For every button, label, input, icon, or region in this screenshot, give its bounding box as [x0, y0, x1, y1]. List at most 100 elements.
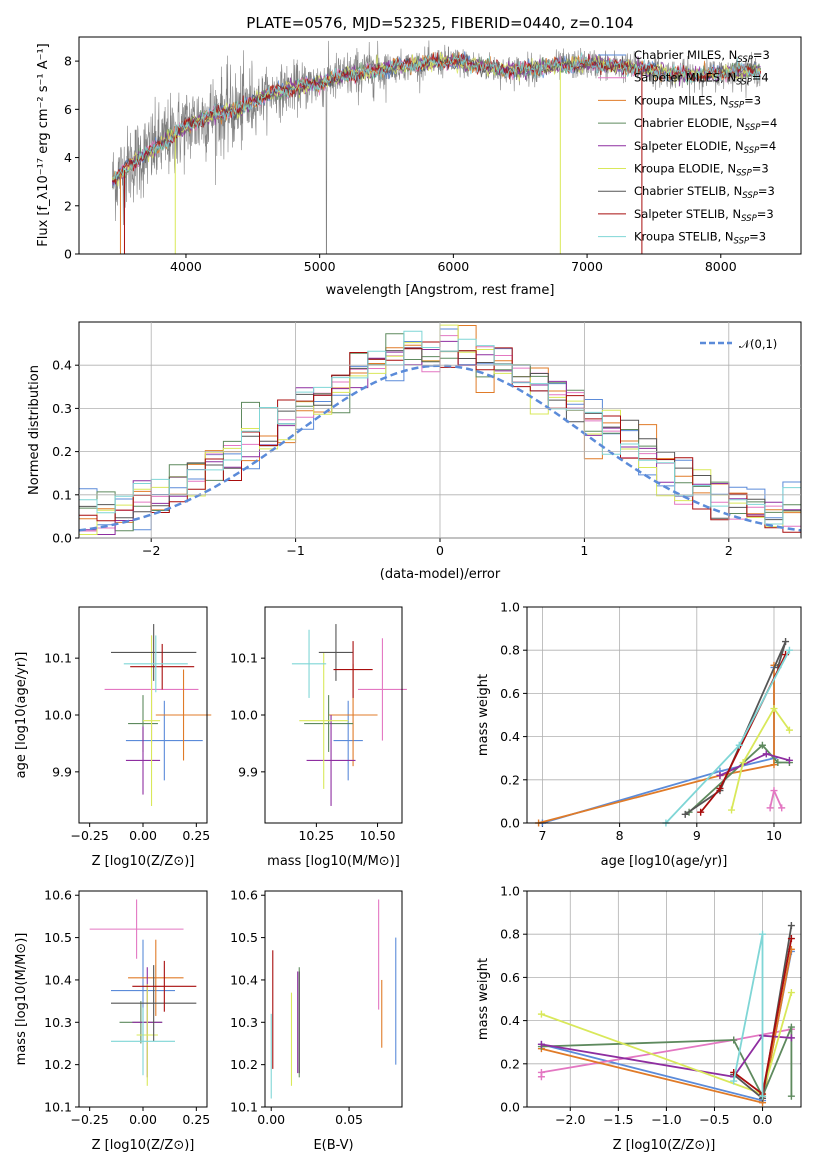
- y-tick-label: 0.4: [500, 729, 520, 744]
- model-spectrum-line: [112, 52, 761, 180]
- panel-frame: [526, 890, 802, 1108]
- y-tick-label: 0.0: [500, 816, 520, 831]
- y-tick-label: 0.6: [500, 686, 520, 701]
- legend-label-subscript: SSP: [744, 146, 760, 156]
- legend-label-subscript: SSP: [741, 214, 757, 224]
- y-tick-label: 10.3: [230, 1015, 258, 1030]
- weight-marker: [785, 646, 793, 654]
- legend-label: Chabrier STELIB, NSSP=3: [634, 184, 775, 201]
- y-tick-label: 0.6: [500, 970, 520, 985]
- x-tick-label: 0.00: [257, 1112, 285, 1127]
- legend-label-subscript: SSP: [737, 55, 753, 65]
- weight-marker: [735, 741, 743, 749]
- y-tick-label: 10.4: [44, 972, 72, 987]
- weight-vs-Z-panel: −2.0 −1.5 −1.0 −0.5 0.0 0.0 0.2 0.4 0.6 0.8 1.0 Z […: [476, 884, 802, 1153]
- legend-label-subscript: SSP: [736, 78, 752, 88]
- weight-marker: [782, 638, 790, 646]
- x-tick-label: 0: [436, 543, 444, 558]
- histogram-ticks: −2 −1 0 1 2 0.0 0.1 0.2 0.3 0.4: [52, 322, 801, 558]
- panel-ylabel: mass weight: [476, 674, 491, 756]
- weight-marker: [787, 1034, 795, 1042]
- legend-label-tail: =4: [759, 139, 776, 153]
- weight-marker: [758, 741, 766, 749]
- x-tick-label: 5000: [304, 259, 336, 274]
- x-tick-label: 0.25: [182, 828, 210, 843]
- x-tick-label: −0.5: [699, 1112, 729, 1127]
- weight-marker: [770, 705, 778, 713]
- y-tick-label: 1.0: [500, 884, 520, 899]
- legend-label-main: Kroupa MILES, N: [634, 93, 729, 107]
- mass-vs-EBV-panel: 0.00 0.05 10.1 10.2 10.3 10.4 10.5 10.6 E(B-V): [230, 888, 403, 1153]
- x-tick-label: 0.05: [335, 1112, 363, 1127]
- histogram-legend: 𝒩(0,1): [700, 337, 777, 351]
- x-tick-label: 8000: [705, 259, 737, 274]
- legend-label-subscript: SSP: [729, 100, 745, 110]
- weight-marker: [537, 1010, 545, 1018]
- y-tick-label: 10.0: [230, 708, 258, 723]
- weight-marker: [537, 1068, 545, 1076]
- legend-label: Salpeter ELODIE, NSSP=4: [634, 139, 776, 156]
- weight-marker: [730, 1036, 738, 1044]
- panel-xlabel: mass [log10(M/M⊙)]: [267, 854, 400, 869]
- x-tick-label: −1.0: [651, 1112, 681, 1127]
- weight-line: [719, 752, 790, 777]
- weight-marker: [787, 935, 795, 943]
- y-tick-label: 1.0: [500, 600, 520, 615]
- legend-label-tail: =3: [744, 93, 761, 107]
- weight-line: [541, 1034, 792, 1078]
- legend-label-tail: =3: [757, 207, 774, 221]
- spectrum-frame: [78, 36, 802, 255]
- legend-label-main: Kroupa STELIB, N: [634, 230, 734, 244]
- x-tick-label: 0.0: [753, 1112, 773, 1127]
- weight-line: [730, 706, 791, 811]
- weight-line: [769, 787, 783, 809]
- y-tick-label: 4: [64, 150, 72, 165]
- y-tick-label: 10.4: [230, 972, 258, 987]
- legend-label: Chabrier MILES, NSSP=3: [634, 48, 770, 65]
- parameter-panels: −0.25 0.00 0.25 9.9 10.0 10.1 Z [log10(Z/Z⊙)] a…: [14, 600, 802, 1153]
- panel-xlabel: E(B-V): [313, 1138, 353, 1153]
- panel-frame: [78, 606, 208, 824]
- x-tick-label: 8: [616, 828, 624, 843]
- histogram-xlabel: (data-model)/error: [380, 567, 501, 582]
- panel-xlabel: Z [log10(Z/Z⊙)]: [92, 1138, 195, 1153]
- y-tick-label: 10.5: [230, 930, 258, 945]
- legend-label-tail: =3: [758, 184, 775, 198]
- y-tick-label: 0.4: [500, 1013, 520, 1028]
- spectrum-xlabel: wavelength [Angstrom, rest frame]: [326, 283, 555, 298]
- weight-marker: [778, 804, 786, 812]
- legend-label: Salpeter STELIB, NSSP=3: [634, 207, 774, 224]
- legend-label-subscript: SSP: [745, 123, 761, 133]
- legend-label-tail: =4: [760, 116, 777, 130]
- x-tick-label: 2: [725, 543, 733, 558]
- weight-marker: [739, 759, 747, 767]
- x-tick-label: 10.25: [298, 828, 334, 843]
- y-tick-label: 10.1: [44, 651, 72, 666]
- legend-label-subscript: SSP: [742, 191, 758, 201]
- y-tick-label: 0.2: [52, 444, 72, 459]
- weight-line: [700, 654, 787, 813]
- weight-marker: [785, 726, 793, 734]
- x-tick-label: −2.0: [555, 1112, 585, 1127]
- y-tick-label: 10.6: [44, 888, 72, 903]
- y-tick-label: 0.8: [500, 643, 520, 658]
- age-vs-Z-panel: −0.25 0.00 0.25 9.9 10.0 10.1 Z [log10(Z/Z⊙)] a…: [14, 606, 212, 869]
- legend-label: Kroupa ELODIE, NSSP=3: [634, 162, 769, 179]
- weight-marker: [785, 756, 793, 764]
- y-tick-label: 0: [64, 247, 72, 262]
- y-tick-label: 0.1: [52, 487, 72, 502]
- x-tick-label: 1: [580, 543, 588, 558]
- weight-marker: [759, 930, 767, 938]
- y-tick-label: 10.2: [44, 1057, 72, 1072]
- x-tick-label: −2: [142, 543, 160, 558]
- residual-histogram-panel: −2 −1 0 1 2 0.0 0.1 0.2 0.3 0.4 𝒩(0,1) (data-mode…: [27, 321, 802, 582]
- spectrum-ticks: 4000 5000 6000 7000 8000 0 2 4 6 8: [64, 54, 737, 274]
- spectrum-title: PLATE=0576, MJD=52325, FIBERID=0440, z=0…: [246, 14, 633, 32]
- weight-marker: [766, 804, 774, 812]
- x-tick-label: 10.50: [360, 828, 396, 843]
- legend-label-subscript: SSP: [734, 237, 750, 247]
- panel-frame: [264, 606, 403, 824]
- legend-label-subscript: SSP: [736, 169, 752, 179]
